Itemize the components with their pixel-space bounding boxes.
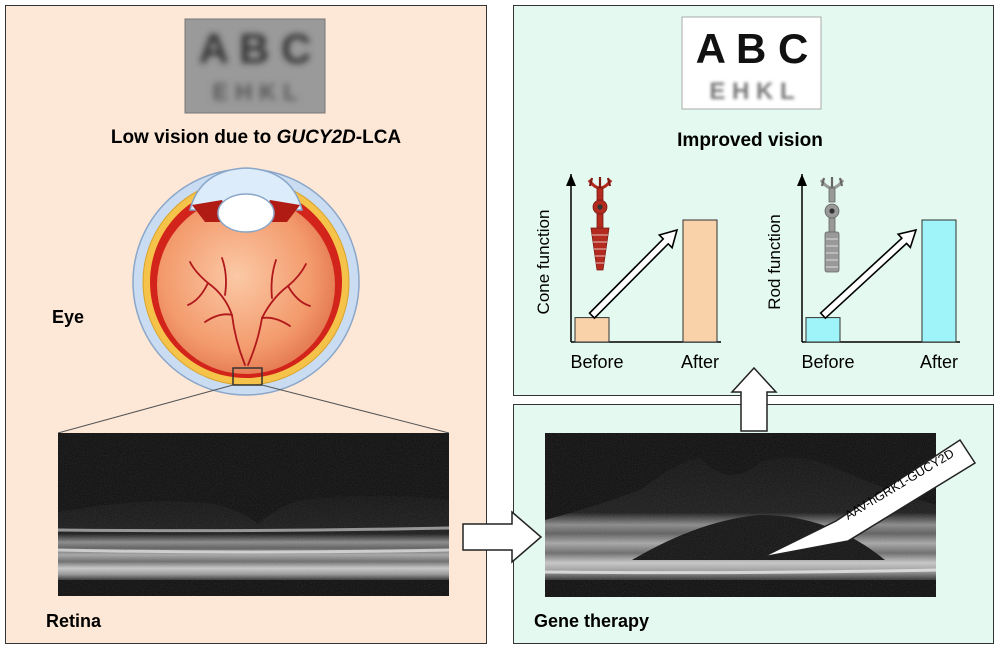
improved-vision-title: Improved vision (677, 130, 823, 151)
tick-label-after: After (681, 352, 719, 372)
blurred-chart-line-2: E H K L (212, 79, 297, 106)
improvement-arrow (588, 228, 679, 320)
eye-icon (132, 167, 360, 396)
cone-function-chart: Before After Cone function (534, 174, 721, 372)
tick-label-before: Before (570, 352, 623, 372)
rod-cell-icon (819, 177, 845, 273)
tick-label-before: Before (801, 352, 854, 372)
rod-function-chart: Before After Rod function (765, 174, 960, 372)
bar-before (574, 317, 610, 343)
y-axis-label: Cone function (534, 210, 553, 315)
eye-label: Eye (52, 307, 84, 327)
low-vision-title: Low vision due to GUCY2D-LCA (111, 127, 402, 148)
bar-before (805, 317, 841, 343)
retina-label: Retina (46, 611, 102, 631)
blurred-eye-chart: A B C E H K L (184, 18, 326, 114)
y-axis-arrowhead (797, 174, 807, 186)
y-axis-arrowhead (566, 174, 576, 186)
cone-cell-icon (587, 177, 613, 271)
clear-chart-line-2: E H K L (709, 78, 794, 105)
zoom-line-left (57, 384, 234, 434)
bar-after (682, 219, 718, 343)
left-panel (5, 5, 487, 644)
clear-eye-chart: A B C E H K L (681, 16, 822, 110)
improvement-arrow (819, 228, 918, 320)
bar-after (921, 219, 957, 343)
retina-oct-image (57, 433, 450, 596)
blurred-chart-line-1: A B C (199, 25, 312, 72)
clear-chart-line-1: A B C (696, 25, 809, 72)
tick-label-after: After (920, 352, 958, 372)
up-arrow-icon (730, 366, 778, 432)
gene-therapy-label: Gene therapy (534, 611, 649, 631)
y-axis-label: Rod function (765, 214, 784, 309)
right-arrow-icon (462, 510, 543, 564)
zoom-line-right (261, 384, 450, 434)
